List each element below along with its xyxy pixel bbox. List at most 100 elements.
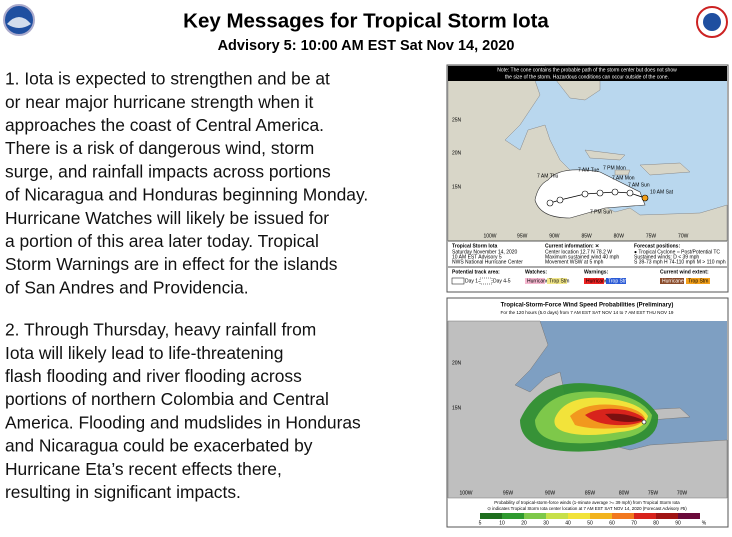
scale-label: % (702, 520, 707, 526)
message-line: Storm Warnings are in effect for the isl… (5, 254, 338, 274)
lon-label: 100W (459, 490, 472, 496)
current-info: Maximum sustained wind 40 mph (545, 254, 619, 260)
lon-label: 70W (678, 233, 689, 239)
message-line: Hurricane Eta’s recent effects there, (5, 459, 282, 479)
scale-swatch (546, 513, 568, 519)
lat-label: 25N (452, 117, 462, 123)
legend-heading: Warnings: (584, 269, 609, 275)
lon-label: 100W (483, 233, 496, 239)
lat-label: 15N (452, 184, 462, 190)
note: Note: The cone contains the probable pat… (497, 67, 677, 73)
current-info: Current information: ✕ (545, 243, 599, 249)
caption: ⊙ indicates Tropical Storm Iota center l… (487, 506, 687, 511)
legend-heading: Watches: (525, 269, 547, 275)
message-line: of San Andres and Providencia. (5, 277, 249, 297)
legend-item: Trop Stm (688, 278, 708, 284)
message-line: flash flooding and river flooding across (5, 366, 302, 386)
scale-swatch (678, 513, 700, 519)
legend-item: Trop Stm (549, 278, 569, 284)
scale-label: 30 (543, 520, 549, 526)
logos (3, 4, 728, 38)
lon-label: 90W (545, 490, 556, 496)
lon-label: 85W (581, 233, 592, 239)
track-map: Note: The cone contains the probable pat… (446, 64, 729, 293)
scale-label: 90 (675, 520, 681, 526)
track-label: 10 AM Sat (650, 189, 674, 195)
lon-label: 95W (503, 490, 514, 496)
message-line: and Nicaragua could be exacerbated by (5, 436, 313, 456)
scale-label: 50 (587, 520, 593, 526)
scale-label: 80 (653, 520, 659, 526)
lon-label: 95W (517, 233, 528, 239)
forecast-info: S 39-73 mph H 74-110 mph M > 110 mph (634, 259, 726, 265)
messages: 1. Iota is expected to strengthen and be… (5, 69, 368, 502)
message-line: approaches the coast of Central America. (5, 115, 324, 135)
scale-swatch (634, 513, 656, 519)
legend-item: Trop Stm (608, 278, 628, 284)
legend-heading: Potential track area: (452, 269, 500, 275)
scale-swatch (612, 513, 634, 519)
lon-label: 80W (619, 490, 630, 496)
legend-item: Hurricane (527, 278, 549, 284)
track-label: 7 AM Mon (612, 175, 635, 181)
message-line: 2. Through Thursday, heavy rainfall from (5, 320, 316, 340)
probability-title: Tropical-Storm-Force Wind Speed Probabil… (501, 303, 674, 309)
legend-item: Hurricane (662, 278, 684, 284)
scale-label: 40 (565, 520, 571, 526)
lon-label: 70W (677, 490, 688, 496)
storm-info: NWS National Hurricane Center (452, 259, 523, 265)
message-line: There is a risk of dangerous wind, storm (5, 138, 314, 158)
message-line: a portion of this area later today. Trop… (5, 231, 319, 251)
storm-info: Saturday November 14, 2020 (452, 249, 518, 255)
lat-labels: 25N 20N 15N (452, 117, 462, 190)
scale-label: 60 (609, 520, 615, 526)
message-line: 1. Iota is expected to strengthen and be… (5, 69, 330, 89)
scale-swatch (568, 513, 590, 519)
lat-label: 15N (452, 405, 462, 411)
scale-swatch (502, 513, 524, 519)
title: Key Messages for Tropical Storm Iota (183, 9, 549, 32)
caption: Probability of tropical-storm-force wind… (494, 500, 680, 505)
track-label: 7 PM Sun (590, 209, 612, 215)
message-line: resulting in significant impacts. (5, 482, 241, 502)
message-line: surge, and rainfall impacts across porti… (5, 161, 331, 181)
scale-swatch (590, 513, 612, 519)
scale-label: 10 (499, 520, 505, 526)
scale-swatch (480, 513, 502, 519)
scale-swatch (656, 513, 678, 519)
lon-label: 75W (646, 233, 657, 239)
track-label: 7 AM Thu (537, 173, 559, 179)
storm-info: 10 AM EST Advisory 5 (452, 254, 502, 260)
legend-item: Day 4-5 (493, 278, 511, 284)
message-line: Hurricane Watches will likely be issued … (5, 208, 329, 228)
forecast-info: Forecast positions: (634, 243, 680, 249)
track-label: 7 PM Mon (603, 165, 626, 171)
scale-label: 20 (521, 520, 527, 526)
current-info: Center location 12.7 N 78.2 W (545, 249, 612, 255)
storm-name: Tropical Storm Iota (452, 243, 498, 249)
probability-subtitle: For the 120 hours (5.0 days) from 7 AM E… (501, 310, 674, 315)
forecast-info: ● Tropical Cyclone ○ Post/Potential TC (634, 249, 720, 255)
scale-label: 70 (631, 520, 637, 526)
scale-label: 5 (479, 520, 482, 526)
probability-map: Tropical-Storm-Force Wind Speed Probabil… (446, 297, 729, 528)
message-line: of Nicaragua and Honduras beginning Mond… (5, 185, 368, 205)
message-line: or near major hurricane strength when it (5, 92, 314, 112)
track-label: 7 AM Sun (628, 182, 650, 188)
lon-label: 75W (648, 490, 659, 496)
message-line: America. Flooding and mudslides in Hondu… (5, 412, 361, 432)
lon-label: 85W (585, 490, 596, 496)
legend-item: Hurricane (586, 278, 608, 284)
legend-heading: Current wind extent: (660, 269, 709, 275)
legend-item: Day 1-3 (465, 278, 483, 284)
message-line: portions of northern Colombia and Centra… (5, 389, 329, 409)
current-info: Movement WSW at 5 mph (545, 259, 604, 265)
forecast-info: Sustained winds: D < 39 mph (634, 254, 699, 260)
subtitle: Advisory 5: 10:00 AM EST Sat Nov 14, 202… (218, 38, 515, 54)
lat-label: 20N (452, 360, 462, 366)
note: the size of the storm. Hazardous conditi… (505, 74, 669, 80)
message-line: Iota will likely lead to life-threatenin… (5, 343, 283, 363)
lon-label: 80W (614, 233, 625, 239)
lat-label: 20N (452, 150, 462, 156)
